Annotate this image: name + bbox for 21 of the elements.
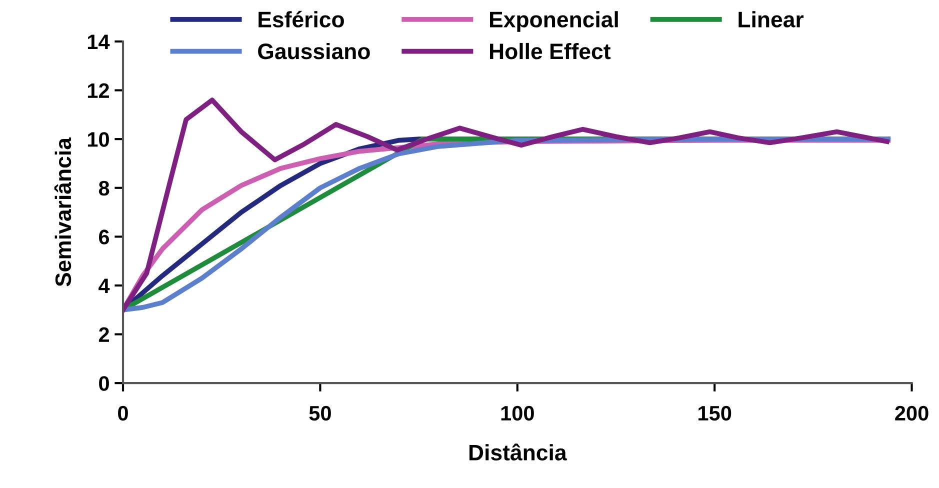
- y-tick-label: 12: [88, 83, 109, 98]
- y-tick-label: 10: [88, 132, 109, 147]
- y-tick-label: 14: [88, 34, 110, 50]
- legend-label: Exponencial: [490, 11, 618, 32]
- legend-label: Holle Effect: [490, 42, 610, 60]
- x-axis-title: Distância: [469, 444, 567, 460]
- y-tick-label: 2: [98, 327, 109, 342]
- x-tick-label: 100: [501, 406, 534, 421]
- y-tick-label: 0: [99, 376, 109, 391]
- x-tick-label: 150: [698, 406, 732, 421]
- y-tick-label: 8: [98, 180, 110, 196]
- legend-label: Gaussiano: [258, 42, 370, 60]
- line-series: [123, 98, 890, 312]
- y-tick-label: 6: [98, 230, 110, 244]
- x-tick-label: 200: [895, 406, 928, 421]
- x-tick-label: 0: [118, 406, 128, 421]
- legend-label: Linear: [738, 11, 804, 28]
- x-tick-label: 50: [309, 406, 331, 421]
- y-tick-label: 4: [98, 278, 110, 294]
- legend-label: Esférico: [258, 10, 344, 28]
- y-axis-title: Semivariância: [54, 137, 72, 286]
